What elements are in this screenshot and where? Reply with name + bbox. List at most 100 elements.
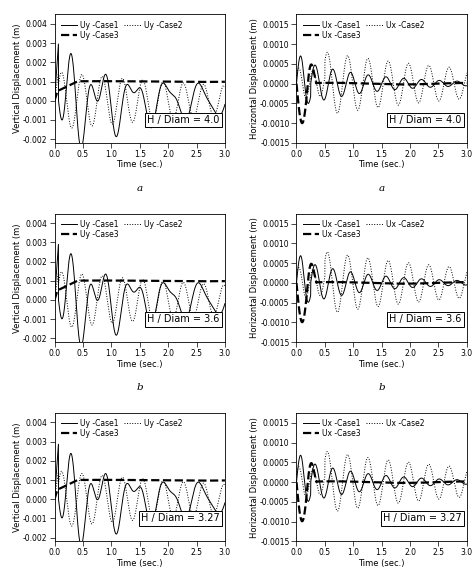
Uy -Case3 <box>117 476 123 483</box>
Ux -Case3 <box>293 479 299 486</box>
Line: Ux -Case2: Ux -Case2 <box>296 452 467 511</box>
Text: b: b <box>378 384 385 392</box>
Ux -Case2 <box>464 70 470 77</box>
Uy -Case3 <box>222 78 228 85</box>
Ux -Case2 <box>366 456 372 463</box>
Uy -Case1 <box>71 71 77 78</box>
X-axis label: Time (sec.): Time (sec.) <box>358 160 405 169</box>
Ux -Case3 <box>299 319 305 325</box>
Ux -Case1 <box>305 498 311 505</box>
Uy -Case1 <box>55 441 61 448</box>
Uy -Case2 <box>201 281 206 287</box>
Line: Uy -Case1: Uy -Case1 <box>55 44 225 148</box>
Y-axis label: Horizontal Displacement (m): Horizontal Displacement (m) <box>250 416 259 537</box>
Line: Ux -Case3: Ux -Case3 <box>296 264 467 322</box>
Ux -Case1 <box>313 262 319 269</box>
Ux -Case3 <box>366 479 372 486</box>
Uy -Case2 <box>219 285 225 292</box>
Ux -Case1 <box>442 82 448 89</box>
Uy -Case2 <box>222 282 228 289</box>
Ux -Case1 <box>305 299 311 306</box>
Uy -Case2 <box>71 317 77 324</box>
Uy -Case3 <box>99 277 105 284</box>
Uy -Case2 <box>82 277 87 284</box>
Ux -Case3 <box>461 79 466 86</box>
Ux -Case3 <box>366 279 372 286</box>
Line: Uy -Case3: Uy -Case3 <box>55 81 225 101</box>
Uy -Case3 <box>201 477 206 484</box>
Ux -Case2 <box>325 248 330 255</box>
Uy -Case1 <box>78 343 84 350</box>
Ux -Case1 <box>461 480 466 487</box>
Uy -Case1 <box>117 118 123 125</box>
Uy -Case2 <box>69 324 74 331</box>
Text: H / Diam = 3.27: H / Diam = 3.27 <box>383 513 462 524</box>
Uy -Case2 <box>219 484 225 491</box>
Ux -Case2 <box>359 486 365 493</box>
Ux -Case2 <box>464 269 470 276</box>
Ux -Case3 <box>464 478 470 485</box>
Ux -Case1 <box>359 86 365 93</box>
Ux -Case1 <box>305 100 311 107</box>
Line: Uy -Case1: Uy -Case1 <box>55 444 225 545</box>
Uy -Case3 <box>81 78 87 85</box>
Uy -Case1 <box>219 110 225 117</box>
Uy -Case3 <box>99 476 105 483</box>
Uy -Case3 <box>117 78 123 85</box>
Ux -Case3 <box>323 79 329 86</box>
Ux -Case3 <box>293 279 299 286</box>
Text: a: a <box>379 184 385 193</box>
Uy -Case2 <box>52 297 57 304</box>
Uy -Case3 <box>81 277 87 284</box>
Text: H / Diam = 3.27: H / Diam = 3.27 <box>141 513 220 524</box>
Ux -Case3 <box>313 478 319 484</box>
Ux -Case2 <box>325 49 330 56</box>
Ux -Case3 <box>442 80 448 87</box>
Uy -Case2 <box>71 516 77 523</box>
Line: Ux -Case3: Ux -Case3 <box>296 463 467 521</box>
Uy -Case2 <box>125 295 130 302</box>
Uy -Case1 <box>201 286 206 293</box>
Ux -Case1 <box>442 281 448 288</box>
Uy -Case3 <box>71 79 77 86</box>
Uy -Case3 <box>125 78 130 85</box>
Uy -Case3 <box>125 476 130 483</box>
Ux -Case2 <box>325 448 330 455</box>
Uy -Case3 <box>219 278 225 285</box>
Ux -Case3 <box>293 80 299 87</box>
Text: H / Diam = 4.0: H / Diam = 4.0 <box>390 115 462 125</box>
Ux -Case2 <box>293 471 299 478</box>
Uy -Case2 <box>59 268 64 275</box>
Uy -Case2 <box>69 124 74 131</box>
X-axis label: Time (sec.): Time (sec.) <box>117 359 163 369</box>
Line: Uy -Case3: Uy -Case3 <box>55 281 225 300</box>
Ux -Case3 <box>313 79 319 86</box>
Ux -Case2 <box>359 287 365 294</box>
Ux -Case1 <box>359 286 365 293</box>
Ux -Case1 <box>298 52 303 59</box>
Uy -Case1 <box>52 297 57 304</box>
Ux -Case2 <box>335 309 340 316</box>
Uy -Case1 <box>52 496 57 503</box>
Line: Ux -Case1: Ux -Case1 <box>296 256 467 302</box>
Ux -Case1 <box>323 92 329 98</box>
Uy -Case1 <box>219 309 225 316</box>
Ux -Case2 <box>442 74 448 81</box>
Ux -Case2 <box>464 468 470 475</box>
Uy -Case2 <box>201 480 206 487</box>
Ux -Case1 <box>313 462 319 469</box>
Ux -Case1 <box>293 279 299 286</box>
Text: b: b <box>137 384 143 392</box>
Ux -Case1 <box>293 479 299 486</box>
Uy -Case2 <box>52 496 57 503</box>
Ux -Case1 <box>464 82 470 89</box>
Ux -Case2 <box>359 88 365 94</box>
Uy -Case1 <box>125 281 130 287</box>
Ux -Case1 <box>461 281 466 288</box>
Y-axis label: Horizontal Displacement (m): Horizontal Displacement (m) <box>250 218 259 338</box>
Ux -Case2 <box>366 58 372 65</box>
Line: Ux -Case1: Ux -Case1 <box>296 455 467 501</box>
Uy -Case2 <box>82 77 87 84</box>
Ux -Case3 <box>309 260 314 267</box>
Uy -Case1 <box>71 470 77 477</box>
